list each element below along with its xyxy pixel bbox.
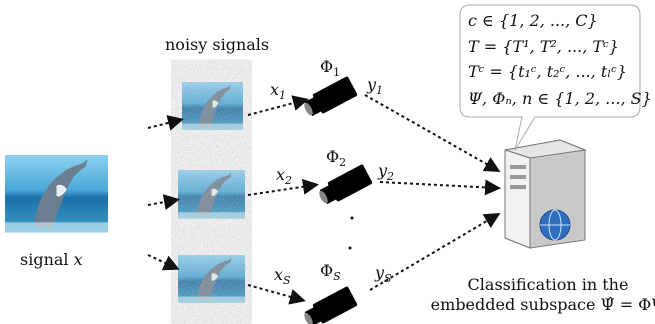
noisy-images bbox=[178, 82, 245, 303]
x-label: x2 bbox=[276, 165, 292, 187]
dot bbox=[351, 217, 354, 220]
phi-label: Φ2 bbox=[326, 147, 346, 169]
x-label: x1 bbox=[270, 80, 286, 102]
y-label: yS bbox=[374, 263, 392, 285]
caption: embedded subspace Ψ̂ = ΦΨ bbox=[431, 295, 655, 314]
bubble-line: T = {T¹, T², ..., Tᶜ} bbox=[468, 37, 619, 56]
bubble-line: c ∈ {1, 2, ..., C} bbox=[468, 11, 598, 30]
x-label: xS bbox=[274, 265, 291, 287]
phi-label: Φ1 bbox=[320, 57, 340, 79]
signal-label: signal x bbox=[20, 250, 83, 269]
bubble-line: Tᶜ = {t₁ᶜ, t₂ᶜ, ..., tₗᶜ} bbox=[468, 62, 627, 81]
caption: Classification in the bbox=[468, 275, 629, 294]
camera bbox=[301, 76, 358, 120]
camera bbox=[301, 286, 358, 324]
server bbox=[505, 140, 585, 248]
y-label: y1 bbox=[366, 75, 383, 97]
y-label: y2 bbox=[377, 161, 394, 183]
dot bbox=[349, 247, 352, 250]
camera bbox=[316, 164, 373, 208]
signal-image bbox=[5, 155, 108, 233]
noisy-title: noisy signals bbox=[165, 35, 269, 54]
bubble-line: Ψ, Φₙ, n ∈ {1, 2, ..., S} bbox=[468, 89, 652, 108]
diagram: signal x noisy signals x1 Φ1 y1 x2 Φ2 y2 xS ΦS y… bbox=[0, 0, 655, 324]
phi-label: ΦS bbox=[320, 261, 341, 283]
